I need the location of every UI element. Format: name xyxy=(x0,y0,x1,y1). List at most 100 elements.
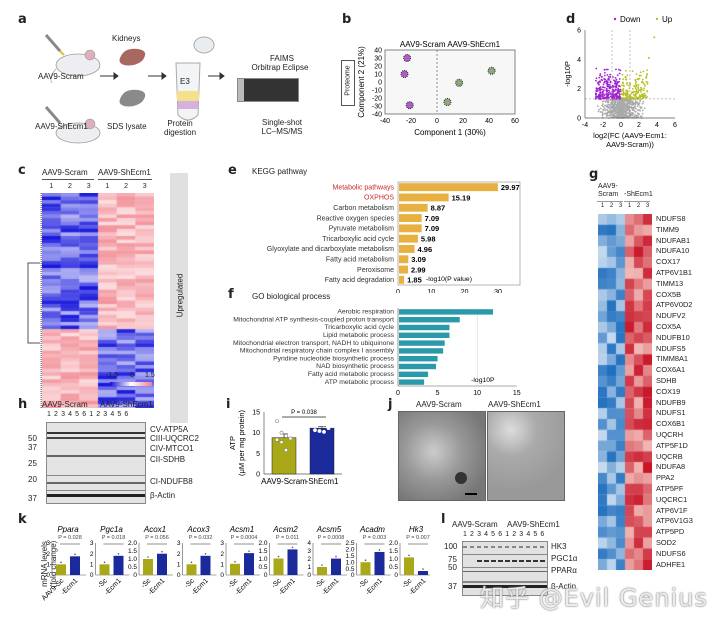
volcano-point-down xyxy=(599,91,602,94)
gene-row-label: COX6A1 xyxy=(656,365,686,375)
volcano-point-up xyxy=(632,90,635,93)
x-axis-label: -log10(P value) xyxy=(426,276,472,283)
blot-l-membrane-1 xyxy=(462,541,548,555)
gene-row-label: UQCRC1 xyxy=(656,494,688,504)
panel-b-label: b xyxy=(342,12,352,27)
y-axis-label: ATP xyxy=(228,436,237,450)
volcano-point xyxy=(617,107,619,110)
volcano-point-down xyxy=(609,85,612,88)
volcano-point-up xyxy=(646,69,649,72)
x-tick-label: 10 xyxy=(473,390,481,397)
volcano-point xyxy=(613,104,615,107)
volcano-point-up xyxy=(633,84,636,87)
volcano-point xyxy=(634,105,636,108)
volcano-point xyxy=(628,115,631,118)
bar xyxy=(56,564,66,575)
volcano-point-up xyxy=(626,74,629,77)
y-tick-label: 2 xyxy=(46,551,50,558)
y-tick-label: 2.0 xyxy=(389,540,398,547)
panel-d-label: d xyxy=(566,12,576,27)
volcano-point-down xyxy=(599,73,602,75)
data-point xyxy=(284,448,288,452)
volcano-point-up xyxy=(636,97,639,100)
gene-row-label: ATP6V1G3 xyxy=(656,516,693,526)
y-tick-label: 1 xyxy=(177,562,181,569)
volcano-point-up xyxy=(635,84,638,86)
proteome-box: Proteome xyxy=(341,60,355,106)
volcano-point-up xyxy=(640,93,643,96)
data-point xyxy=(405,101,414,110)
y-tick-label: 2 xyxy=(90,551,94,558)
volcano-point xyxy=(597,110,600,113)
volcano-point-up xyxy=(640,81,643,84)
volcano-point xyxy=(601,100,604,103)
data-point xyxy=(147,556,149,558)
gene-title: Acsm1 xyxy=(229,525,254,534)
volcano-point-up xyxy=(635,91,638,93)
em-image-shecm1 xyxy=(487,411,565,501)
atp-bar-chart: 0 5 10 15 AAV9-Scram-ShEcm1 P = 0.038 ATP (μM p… xyxy=(228,409,342,486)
volcano-point-down xyxy=(617,89,620,91)
bar xyxy=(287,549,298,575)
volcano-point-up xyxy=(637,91,640,94)
volcano-point xyxy=(616,105,619,108)
volcano-point xyxy=(617,113,619,116)
volcano-point-down xyxy=(605,87,608,90)
volcano-point xyxy=(607,106,610,109)
volcano-point-up xyxy=(620,92,623,95)
workflow-schematic xyxy=(44,34,225,144)
blot-l-membrane-4 xyxy=(462,582,548,596)
bar xyxy=(399,379,425,385)
volcano-point xyxy=(614,107,617,110)
volcano-point-down xyxy=(604,78,607,81)
gene-row-label: NDUFS8 xyxy=(656,214,686,223)
x-tick-label: 0 xyxy=(435,118,439,125)
volcano-point-up xyxy=(639,74,642,77)
em-title-scram: AAV9-Scram xyxy=(416,400,462,409)
p-value-label: P = 0.007 xyxy=(406,535,430,541)
upregulated-label: Upregulated xyxy=(175,273,185,318)
volcano-point xyxy=(626,101,628,104)
gene-row-label: COX5B xyxy=(656,289,682,299)
volcano-point xyxy=(607,109,609,112)
volcano-point-down xyxy=(611,84,614,87)
volcano-point-up xyxy=(624,69,627,72)
replicate-label: 2 xyxy=(124,183,128,190)
bar xyxy=(399,183,498,192)
volcano-point-down xyxy=(598,76,601,79)
volcano-point xyxy=(625,111,628,114)
replicate-label: 2 xyxy=(68,183,72,190)
band-label: β-Actin xyxy=(150,491,176,500)
panel-f-label: f xyxy=(228,287,234,302)
legend-down: Down xyxy=(620,15,640,24)
volcano-point-up xyxy=(647,56,650,59)
data-point xyxy=(443,98,452,106)
volcano-point-down xyxy=(602,83,605,86)
y-tick-label: 15 xyxy=(252,410,260,417)
volcano-point-down xyxy=(596,90,599,92)
volcano-point-down xyxy=(616,97,619,100)
volcano-point-up xyxy=(643,89,645,92)
data-point xyxy=(204,553,207,555)
data-point xyxy=(248,550,250,552)
bar xyxy=(230,563,240,575)
volcano-point-down xyxy=(609,80,612,83)
volcano-point-down xyxy=(618,97,621,100)
y-tick-label: 2.0 xyxy=(258,540,267,547)
x-tick-label: 10 xyxy=(427,289,435,293)
volcano-point-up xyxy=(638,94,641,96)
volcano-point xyxy=(619,113,622,116)
x-tick-label: 0 xyxy=(619,122,623,129)
volcano-point xyxy=(607,103,610,106)
blot-l-membrane-2 xyxy=(462,554,548,568)
gene-row-label: NDUFA10 xyxy=(656,246,690,256)
volcano-point xyxy=(619,105,622,108)
kidney-icon xyxy=(119,48,146,66)
volcano-point-up xyxy=(634,97,637,100)
x-tick-label: 0 xyxy=(396,289,400,293)
bar xyxy=(309,427,335,475)
volcano-point xyxy=(613,99,616,101)
volcano-point xyxy=(603,107,606,110)
bar xyxy=(399,340,445,346)
volcano-point-down xyxy=(610,96,613,99)
